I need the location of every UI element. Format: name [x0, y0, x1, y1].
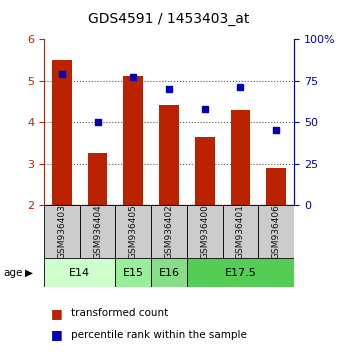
- FancyBboxPatch shape: [151, 258, 187, 287]
- Bar: [88, 153, 107, 205]
- FancyBboxPatch shape: [258, 205, 294, 258]
- Text: ■: ■: [51, 307, 63, 320]
- FancyBboxPatch shape: [115, 258, 151, 287]
- FancyBboxPatch shape: [44, 258, 115, 287]
- Text: ▶: ▶: [25, 268, 33, 278]
- Bar: [231, 110, 250, 205]
- Text: ■: ■: [51, 328, 63, 341]
- Text: E16: E16: [159, 268, 179, 278]
- FancyBboxPatch shape: [151, 205, 187, 258]
- Text: E14: E14: [69, 268, 90, 278]
- Text: GDS4591 / 1453403_at: GDS4591 / 1453403_at: [88, 12, 250, 27]
- Text: GSM936406: GSM936406: [272, 204, 281, 259]
- Bar: [159, 105, 179, 205]
- FancyBboxPatch shape: [187, 258, 294, 287]
- FancyBboxPatch shape: [187, 205, 223, 258]
- FancyBboxPatch shape: [115, 205, 151, 258]
- Bar: [266, 168, 286, 205]
- Bar: [195, 137, 215, 205]
- FancyBboxPatch shape: [44, 205, 80, 258]
- Text: GSM936403: GSM936403: [57, 204, 66, 259]
- Text: GSM936401: GSM936401: [236, 204, 245, 259]
- Text: E17.5: E17.5: [224, 268, 256, 278]
- Bar: [123, 76, 143, 205]
- Text: E15: E15: [123, 268, 144, 278]
- Text: age: age: [3, 268, 23, 278]
- Text: GSM936405: GSM936405: [129, 204, 138, 259]
- Text: GSM936400: GSM936400: [200, 204, 209, 259]
- Text: percentile rank within the sample: percentile rank within the sample: [71, 330, 247, 339]
- Text: GSM936402: GSM936402: [165, 205, 173, 259]
- Text: GSM936404: GSM936404: [93, 205, 102, 259]
- FancyBboxPatch shape: [80, 205, 115, 258]
- Bar: [52, 60, 72, 205]
- FancyBboxPatch shape: [223, 205, 258, 258]
- Text: transformed count: transformed count: [71, 308, 168, 318]
